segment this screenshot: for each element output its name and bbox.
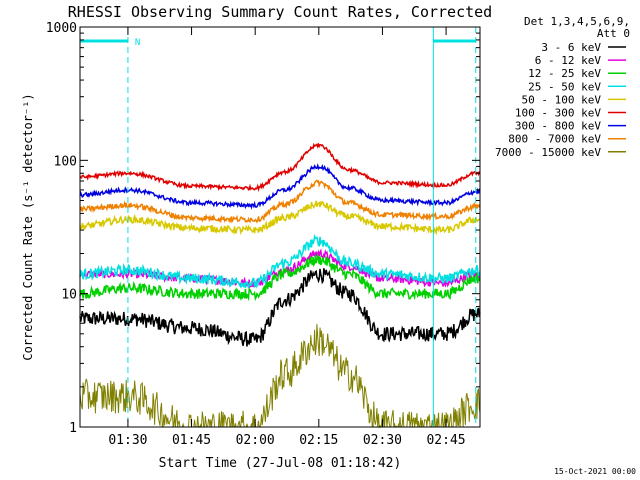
legend-label: 800 - 7000 keV [508, 133, 601, 146]
series-layer [79, 142, 481, 429]
series-line [79, 142, 481, 193]
x-tick-label: 02:00 [236, 433, 275, 448]
series-line [79, 162, 481, 210]
plot-frame [79, 26, 481, 428]
series-line [79, 253, 481, 302]
legend-header-line-2: Att 0 [597, 27, 630, 40]
x-tick-label: 02:15 [299, 433, 338, 448]
series-line [79, 268, 481, 347]
x-tick-label: 02:45 [426, 433, 465, 448]
flag-label: N [135, 38, 140, 48]
series-line [79, 179, 481, 224]
legend-label: 300 - 800 keV [515, 120, 601, 133]
y-tick-label: 1000 [46, 21, 77, 36]
series-line [79, 233, 481, 289]
tick-layer: 01:30 01:45 02:00 02:15 02:30 02:45 1 10 100 1000 [46, 21, 480, 448]
legend-label: 12 - 25 keV [528, 67, 601, 80]
series-line [79, 324, 481, 429]
y-tick-label: 100 [54, 154, 77, 169]
legend-label: 6 - 12 keV [535, 54, 602, 67]
x-tick-label: 02:30 [363, 433, 402, 448]
legend-label: 100 - 300 keV [515, 107, 601, 120]
series-line [79, 200, 481, 236]
y-tick-label: 1 [69, 421, 77, 436]
footer-date: 15-Oct-2021 00:00 [554, 467, 636, 476]
legend-label: 7000 - 15000 keV [495, 146, 601, 159]
legend-label: 50 - 100 keV [522, 93, 602, 106]
legend-label: 25 - 50 keV [528, 80, 601, 93]
chart-title: RHESSI Observing Summary Count Rates, Co… [68, 3, 492, 21]
x-axis-label: Start Time (27-Jul-08 01:18:42) [159, 456, 402, 471]
y-tick-label: 10 [61, 288, 77, 303]
x-tick-label: 01:30 [108, 433, 147, 448]
legend-header-line-1: Det 1,3,4,5,6,9, [524, 15, 630, 28]
y-axis-label: Corrected Count Rate (s⁻¹ detector⁻¹) [21, 93, 35, 360]
x-tick-label: 01:45 [172, 433, 211, 448]
legend-label: 3 - 6 keV [541, 41, 601, 54]
